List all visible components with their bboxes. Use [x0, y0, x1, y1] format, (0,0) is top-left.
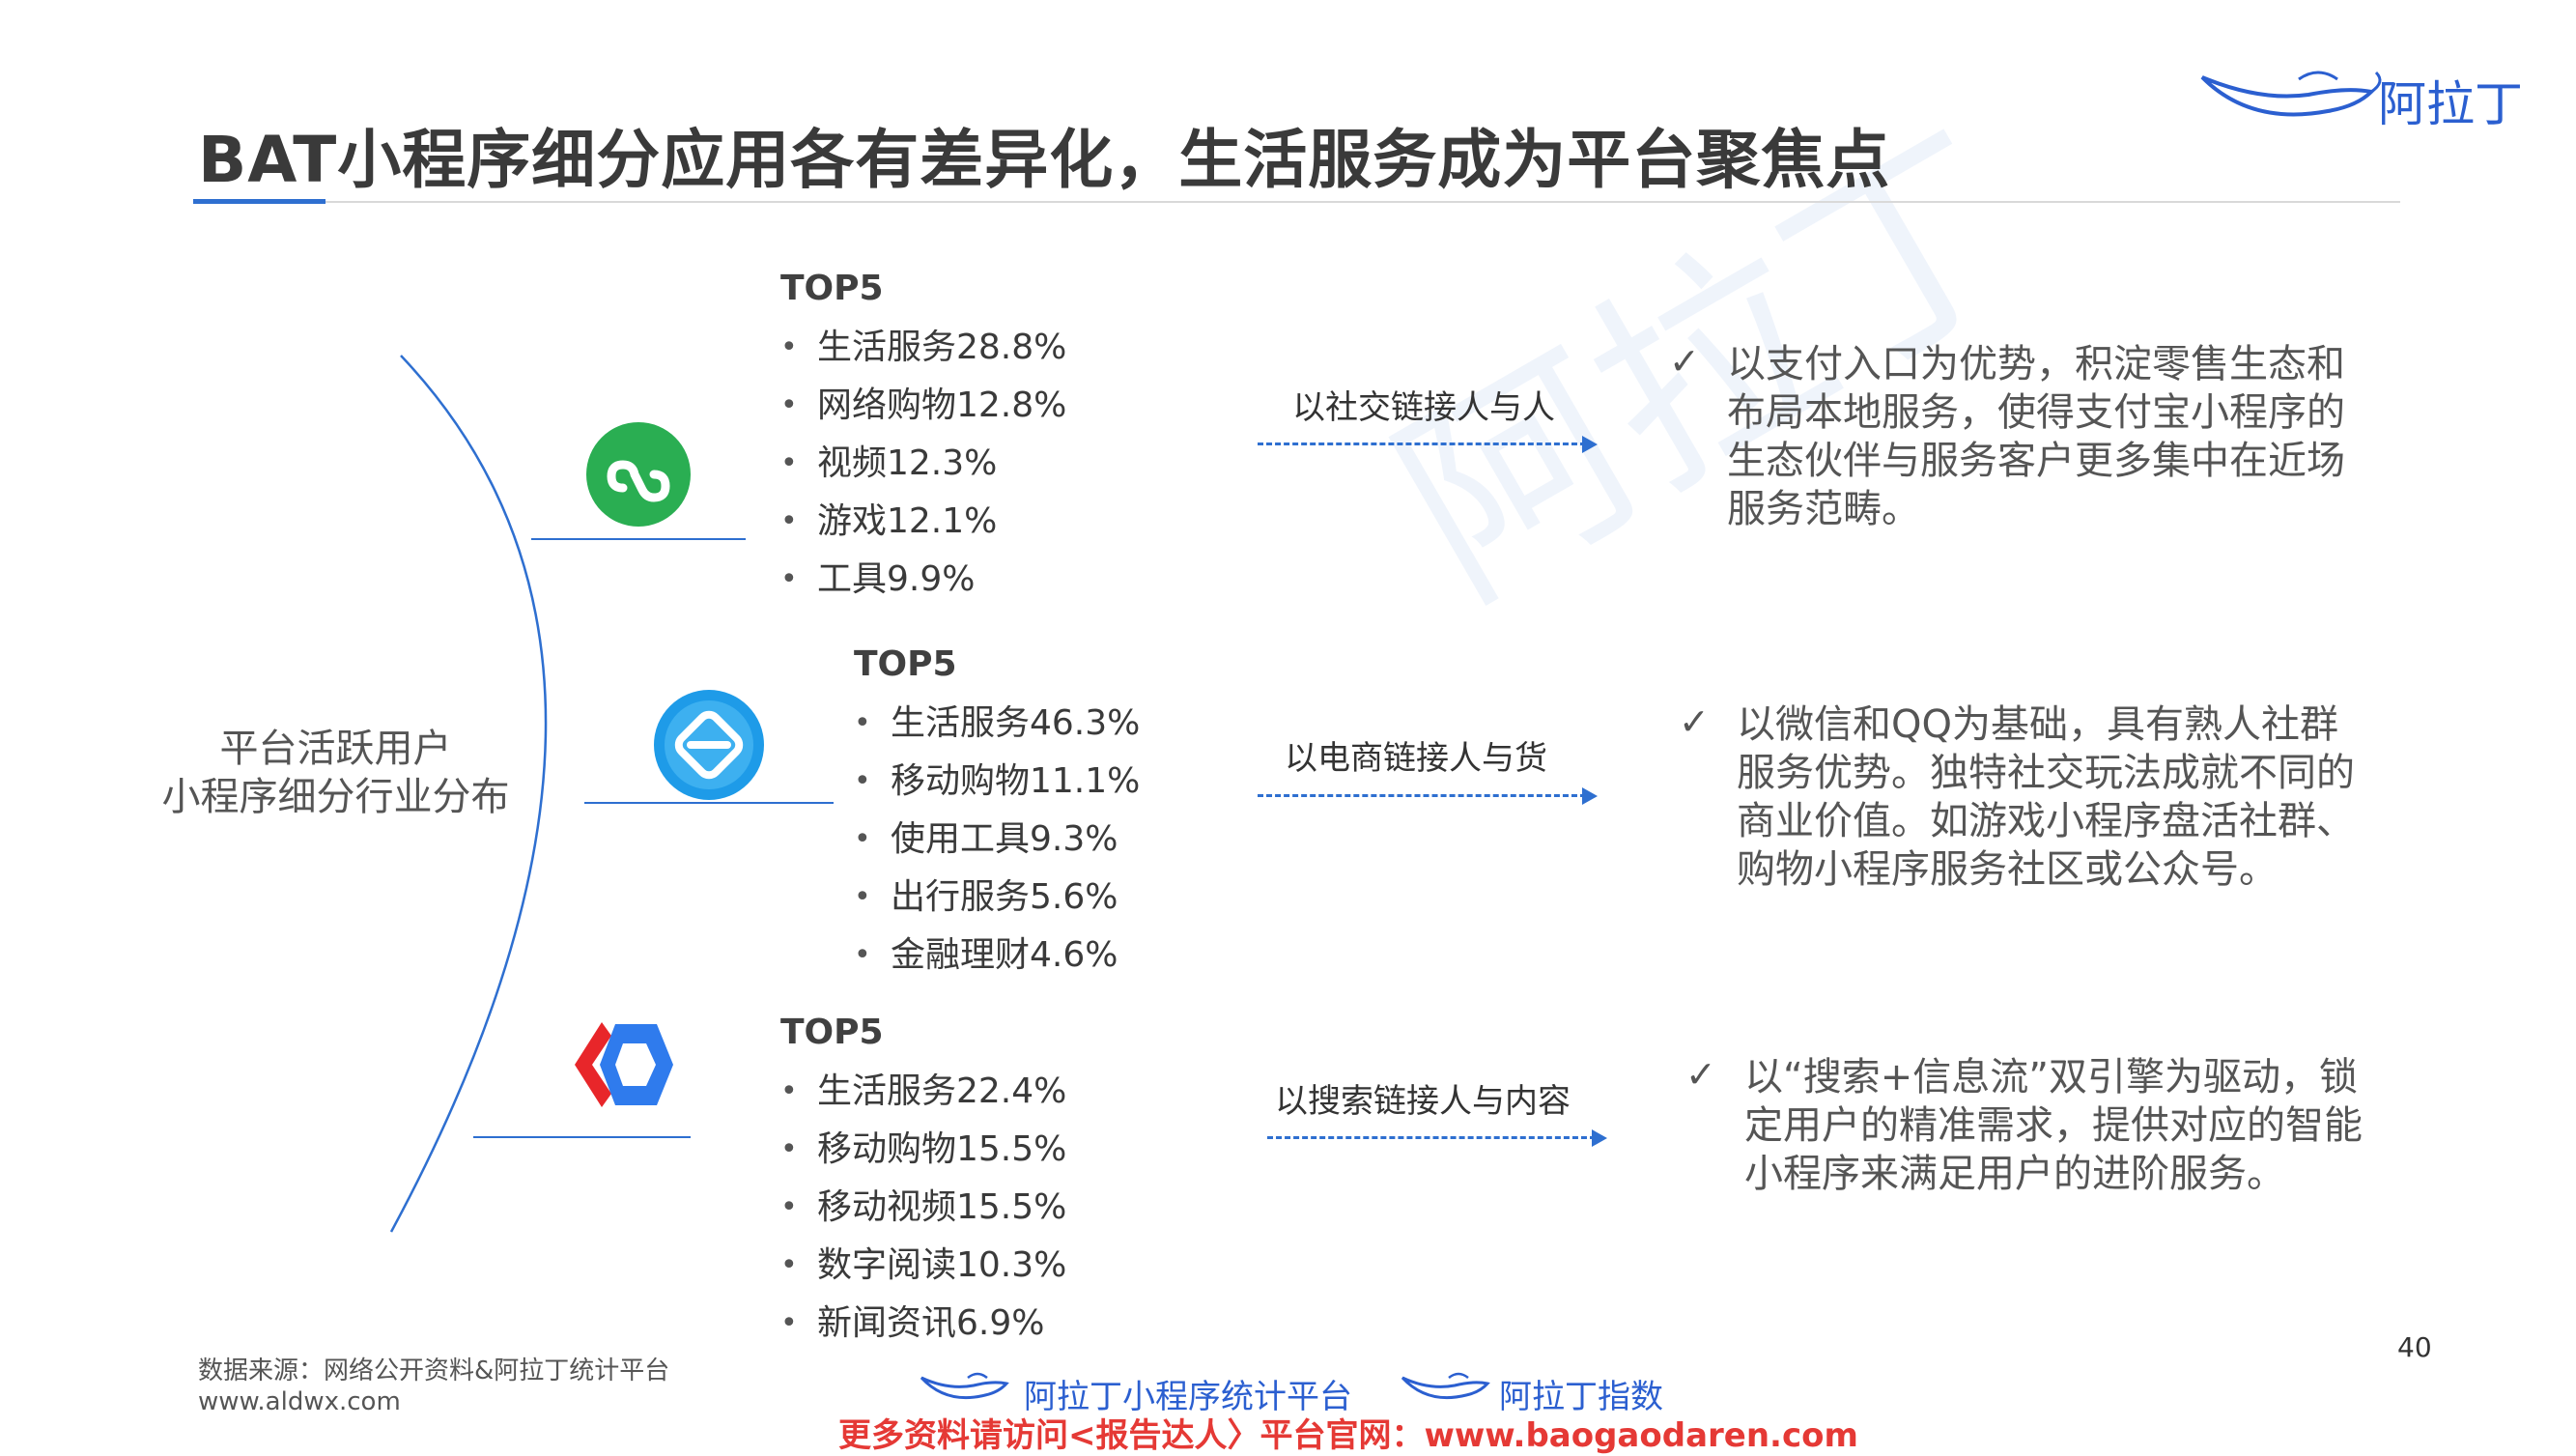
top5-list-2: 生活服务46.3% 移动购物11.1% 使用工具9.3% 出行服务5.6% 金融… [854, 695, 1140, 985]
list-item: 数字阅读10.3% [780, 1237, 1066, 1295]
connector-line-2 [584, 802, 834, 804]
title-divider [193, 201, 2400, 203]
list-item: 新闻资讯6.9% [780, 1295, 1066, 1353]
baidu-smartprogram-icon[interactable] [555, 1014, 676, 1116]
link-label-2: 以电商链接人与货 [1285, 739, 1547, 778]
alipay-miniprogram-icon[interactable] [652, 688, 766, 802]
description-2: 以微信和QQ为基础，具有熟人社群服务优势。独特社交玩法成就不同的商业价值。如游戏… [1737, 702, 2355, 892]
data-source: 数据来源：网络公开资料&阿拉丁统计平台 [198, 1356, 670, 1385]
dashed-arrow-3 [1267, 1136, 1596, 1139]
center-label-line1: 平台活跃用户 [219, 727, 452, 771]
title-accent-bar [193, 199, 326, 204]
list-item: 工具9.9% [780, 551, 1066, 609]
connector-line-1 [531, 538, 746, 540]
list-item: 使用工具9.3% [854, 811, 1140, 869]
aladdin-lamp-logo-icon [2200, 71, 2382, 117]
list-item: 视频12.3% [780, 435, 1066, 493]
check-icon: ✓ [1685, 1053, 1716, 1096]
check-icon: ✓ [1669, 340, 1700, 383]
link-label-3: 以搜索链接人与内容 [1275, 1082, 1571, 1121]
dashed-arrow-1 [1258, 443, 1586, 445]
center-label: 平台活跃用户 小程序细分行业分布 [159, 725, 512, 821]
arrow-head-2-icon [1582, 787, 1598, 805]
wechat-miniprogram-icon[interactable] [584, 420, 693, 528]
list-item: 出行服务5.6% [854, 869, 1140, 927]
lamp-icon [920, 1372, 1009, 1400]
check-icon: ✓ [1679, 700, 1710, 743]
top5-heading-3: TOP5 [780, 1013, 884, 1052]
top5-heading-1: TOP5 [780, 269, 884, 308]
page-title: BAT小程序细分应用各有差异化，生活服务成为平台聚焦点 [198, 123, 1891, 197]
dashed-arrow-2 [1258, 794, 1586, 797]
footer-brand-stats-platform: 阿拉丁小程序统计平台 [1024, 1378, 1352, 1416]
list-item: 金融理财4.6% [854, 927, 1140, 985]
list-item: 生活服务22.4% [780, 1063, 1066, 1121]
list-item: 移动购物15.5% [780, 1121, 1066, 1179]
list-item: 移动视频15.5% [780, 1179, 1066, 1237]
description-1: 以支付入口为优势，积淀零售生态和布局本地服务，使得支付宝小程序的生态伙伴与服务客… [1727, 342, 2345, 531]
page-number: 40 [2397, 1331, 2432, 1363]
source-url-link[interactable]: www.aldwx.com [198, 1387, 401, 1416]
list-item: 网络购物12.8% [780, 377, 1066, 435]
description-3: 以“搜索+信息流”双引擎为驱动，锁定用户的精准需求，提供对应的智能小程序来满足用… [1744, 1055, 2363, 1196]
central-arc [389, 355, 548, 1233]
arrow-head-1-icon [1582, 436, 1598, 453]
top5-list-1: 生活服务28.8% 网络购物12.8% 视频12.3% 游戏12.1% 工具9.… [780, 319, 1066, 609]
footer-promo-link[interactable]: 更多资料请访问<报告达人〉平台官网：www.baogaodaren.com [838, 1416, 1858, 1455]
list-item: 移动购物11.1% [854, 753, 1140, 811]
logo-text: 阿拉丁 [2378, 76, 2523, 132]
connector-line-3 [473, 1136, 691, 1138]
link-label-1: 以社交链接人与人 [1292, 388, 1555, 427]
arrow-head-3-icon [1592, 1129, 1607, 1147]
top5-list-3: 生活服务22.4% 移动购物15.5% 移动视频15.5% 数字阅读10.3% … [780, 1063, 1066, 1353]
footer-brand-index: 阿拉丁指数 [1499, 1378, 1663, 1416]
center-label-line2: 小程序细分行业分布 [161, 775, 510, 819]
top5-heading-2: TOP5 [854, 644, 957, 684]
list-item: 生活服务28.8% [780, 319, 1066, 377]
lamp-icon [1401, 1372, 1490, 1400]
list-item: 游戏12.1% [780, 493, 1066, 551]
list-item: 生活服务46.3% [854, 695, 1140, 753]
